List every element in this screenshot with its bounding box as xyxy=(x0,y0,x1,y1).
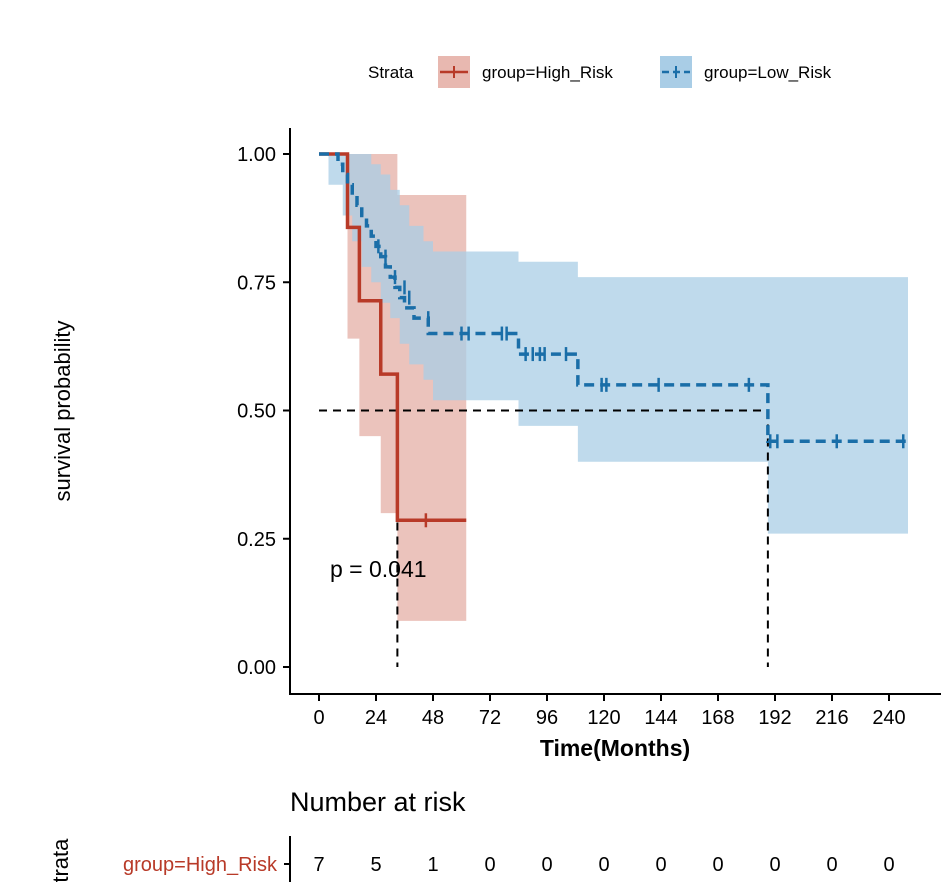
y-tick-label: 0.00 xyxy=(237,657,276,679)
x-tick-label: 24 xyxy=(365,707,387,729)
survival-curve-low-risk xyxy=(319,152,908,444)
x-tick-label: 192 xyxy=(758,707,791,729)
y-tick-label: 0.50 xyxy=(237,401,276,423)
risk-value: 0 xyxy=(712,854,723,876)
risk-value: 0 xyxy=(883,854,894,876)
survival-curves xyxy=(319,152,908,528)
confidence-bands xyxy=(319,154,908,621)
x-tick-label: 48 xyxy=(422,707,444,729)
x-tick-label: 240 xyxy=(872,707,905,729)
x-tick-label: 216 xyxy=(815,707,848,729)
risk-value: 5 xyxy=(370,854,381,876)
legend: Strata group=High_Risk group=Low_Risk xyxy=(368,56,832,88)
x-tick-label: 168 xyxy=(701,707,734,729)
x-tick-label: 72 xyxy=(479,707,501,729)
y-tick-label: 0.75 xyxy=(237,272,276,294)
risk-table-title: Number at risk xyxy=(290,787,466,817)
y-ticks: 0.00 0.25 0.50 0.75 1.00 xyxy=(237,144,290,679)
risk-value: 7 xyxy=(313,854,324,876)
y-axis-label: survival probability xyxy=(50,321,75,502)
risk-value: 0 xyxy=(541,854,552,876)
x-tick-label: 120 xyxy=(587,707,620,729)
x-tick-label: 0 xyxy=(313,707,324,729)
y-tick-label: 0.25 xyxy=(237,529,276,551)
survival-curve-high-risk xyxy=(319,152,467,523)
x-ticks: 0 24 48 72 96 120 144 168 192 216 240 xyxy=(313,694,906,729)
risk-value: 0 xyxy=(655,854,666,876)
risk-value: 0 xyxy=(826,854,837,876)
risk-values: 7 5 1 0 0 0 0 0 0 0 0 xyxy=(313,854,894,876)
risk-row-label-high-risk: group=High_Risk xyxy=(123,854,278,876)
legend-label-low-risk: group=Low_Risk xyxy=(704,63,832,82)
risk-value: 0 xyxy=(598,854,609,876)
x-tick-label: 96 xyxy=(536,707,558,729)
legend-label-high-risk: group=High_Risk xyxy=(482,63,613,82)
risk-value: 0 xyxy=(484,854,495,876)
p-value-annotation: p = 0.041 xyxy=(330,556,427,582)
risk-value: 0 xyxy=(769,854,780,876)
legend-title: Strata xyxy=(368,63,414,82)
x-axis-label: Time(Months) xyxy=(540,735,690,761)
x-tick-label: 144 xyxy=(644,707,677,729)
ci-band-low-risk xyxy=(319,154,908,534)
risk-value: 1 xyxy=(427,854,438,876)
y-tick-label: 1.00 xyxy=(237,144,276,166)
risk-table-axis-label: Strata xyxy=(48,838,73,882)
